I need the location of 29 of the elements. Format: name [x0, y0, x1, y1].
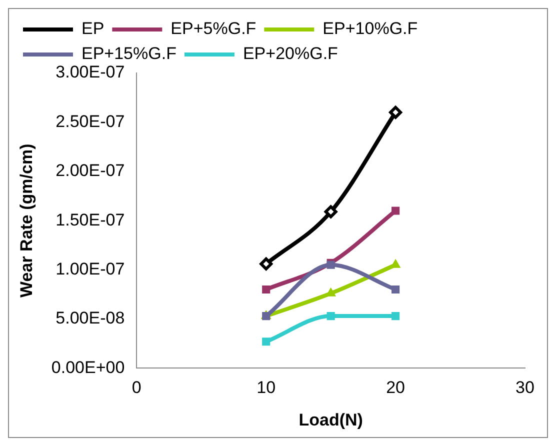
point: [389, 106, 402, 119]
legend-label: EP+10%G.F: [322, 19, 418, 38]
point: [324, 205, 338, 218]
y-tick-label: 2.00E-07: [56, 161, 125, 180]
x-tick-label: 10: [256, 378, 276, 398]
x-tick-label: 20: [386, 378, 406, 398]
point: [326, 288, 336, 296]
y-tick-label: 2.50E-07: [56, 112, 125, 131]
point: [392, 285, 400, 294]
point: [390, 259, 400, 268]
y-tick-label: 3.00E-07: [56, 62, 125, 82]
y-tick-label: 1.00E-07: [56, 259, 125, 278]
point: [326, 312, 335, 320]
legend-label: EP: [82, 19, 104, 38]
legend-label: EP+5%G.F: [170, 19, 256, 38]
y-tick-label: 1.50E-07: [56, 210, 125, 230]
point: [262, 338, 270, 346]
x-tick-label: 0: [132, 378, 142, 398]
legend-label: EP+15%G.F: [82, 44, 176, 64]
y-axis-title: Wear Rate (gm/cm): [16, 144, 36, 298]
y-tick-label: 0.00E+00: [51, 358, 125, 377]
point: [260, 257, 273, 270]
point: [392, 206, 400, 215]
x-tick-label: 30: [516, 378, 534, 398]
x-axis-title: Load(N): [298, 410, 363, 430]
y-tick-label: 5.00E-08: [56, 308, 125, 328]
legend-label: EP+20%G.F: [242, 44, 338, 64]
point: [392, 312, 400, 320]
point: [262, 285, 270, 294]
